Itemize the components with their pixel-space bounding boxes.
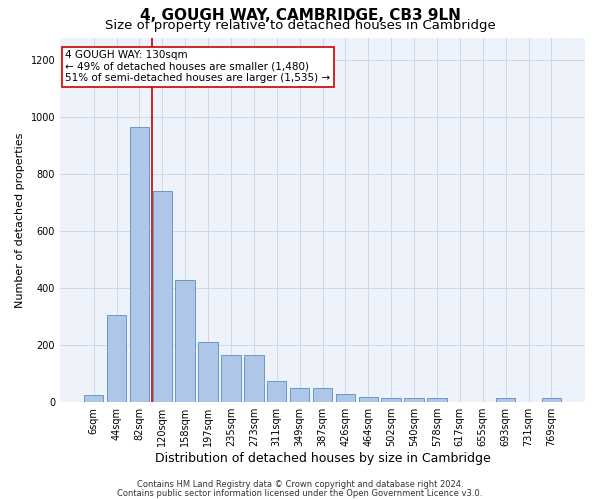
- Text: 4, GOUGH WAY, CAMBRIDGE, CB3 9LN: 4, GOUGH WAY, CAMBRIDGE, CB3 9LN: [140, 8, 460, 22]
- Bar: [427, 398, 446, 402]
- Text: 4 GOUGH WAY: 130sqm
← 49% of detached houses are smaller (1,480)
51% of semi-det: 4 GOUGH WAY: 130sqm ← 49% of detached ho…: [65, 50, 331, 84]
- Text: Contains public sector information licensed under the Open Government Licence v3: Contains public sector information licen…: [118, 488, 482, 498]
- Bar: [152, 192, 172, 402]
- Bar: [359, 396, 378, 402]
- Bar: [199, 342, 218, 402]
- Bar: [404, 398, 424, 402]
- Bar: [496, 398, 515, 402]
- Bar: [84, 395, 103, 402]
- Text: Contains HM Land Registry data © Crown copyright and database right 2024.: Contains HM Land Registry data © Crown c…: [137, 480, 463, 489]
- Bar: [130, 128, 149, 402]
- Bar: [542, 398, 561, 402]
- Bar: [107, 316, 126, 402]
- Bar: [244, 355, 263, 402]
- Bar: [335, 394, 355, 402]
- Bar: [175, 280, 195, 402]
- Text: Size of property relative to detached houses in Cambridge: Size of property relative to detached ho…: [104, 19, 496, 32]
- Bar: [290, 388, 310, 402]
- Y-axis label: Number of detached properties: Number of detached properties: [15, 132, 25, 308]
- Bar: [313, 388, 332, 402]
- X-axis label: Distribution of detached houses by size in Cambridge: Distribution of detached houses by size …: [155, 452, 490, 465]
- Bar: [221, 355, 241, 402]
- Bar: [267, 381, 286, 402]
- Bar: [382, 398, 401, 402]
